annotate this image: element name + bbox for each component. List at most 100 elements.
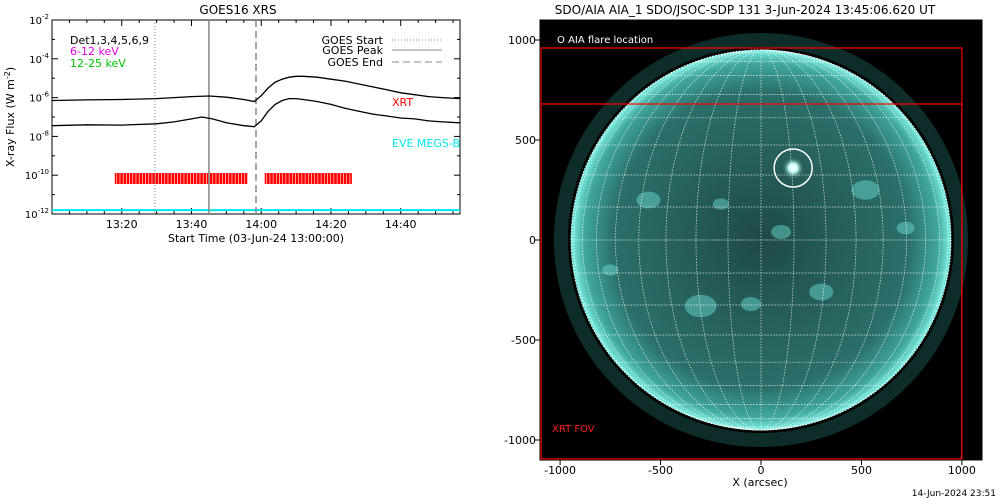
aia-active-region-1 [851,180,880,200]
goes-series-point-1-16 [295,97,297,100]
goes-y-axis-label-close: ) [4,67,17,71]
goes-series-point-0-19 [358,83,360,85]
aia-y-tick-label-3: 500 [515,134,536,147]
aia-grid-longitude-line [596,49,762,431]
aia-image-layer [540,32,969,460]
goes-series-point-1-9 [243,125,245,127]
goes-series-point-0-17 [330,78,332,80]
goes-series-point-0-1 [86,99,88,101]
goes-series-point-0-15 [302,75,304,77]
goes-series-point-0-10 [267,87,269,89]
goes-series-point-0-20 [372,86,374,88]
aia-axes: -1000 -500 0 500 1000 -1000 -500 0 500 1000 [504,34,976,477]
goes-y-tick-label-0: 10-2 [29,13,49,27]
goes-series-point-1-27 [441,121,444,123]
aia-active-region-3 [740,297,761,311]
goes-y-tick-label-sup-3: -8 [42,129,49,137]
goes-y-tick-label-2: 10-6 [29,91,49,105]
goes-y-tick-label-1: 10-4 [29,52,49,66]
aia-active-region-7 [771,225,792,239]
goes-series-point-1-3 [156,123,158,125]
goes-series-point-0-18 [344,80,346,82]
aia-active-region-8 [712,198,729,210]
aia-flare-location-marker [773,148,813,188]
goes-series-point-1-2 [121,124,123,126]
goes-series-point-0-9 [260,95,262,97]
aia-active-region-5 [896,221,915,235]
goes-series-point-1-4 [173,121,175,123]
goes-y-axis-label-sup: -2 [3,71,12,79]
goes-legend-end: GOES End [327,56,383,69]
aia-grid-longitude-line [760,49,795,431]
goes-series-point-1-19 [330,103,332,105]
goes-y-tick-label-base-5: 10 [25,210,38,221]
goes-series-point-1-20 [344,107,346,109]
goes-series-point-0-6 [225,96,227,98]
goes-y-tick-label-4: 10-10 [25,168,49,182]
goes-series-point-1-12 [267,110,269,112]
goes-series-point-1-1 [86,124,88,126]
footer-timestamp: 14-Jun-2024 23:51 [912,489,996,499]
goes-plot-title: GOES16 XRS [199,3,276,17]
goes-y-axis-label-main: X-ray Flux (W m [4,79,17,167]
goes-series-point-0-8 [253,100,255,103]
goes-y-tick-label-3: 10-8 [29,129,49,143]
goes-series-point-1-24 [400,117,402,119]
aia-grid-longitude-line [760,49,926,431]
goes-y-tick-label-base-4: 10 [25,171,38,182]
aia-grid-longitude-line [760,49,940,431]
aia-corona-glow [553,32,969,448]
goes-x-tick-label-2: 14:00 [245,218,277,231]
aia-flare-legend-text: AIA flare location [568,35,653,46]
aia-fov-label: XRT FOV [552,424,595,435]
aia-y-tick-label-0: -1000 [504,434,536,447]
goes-series-point-0-2 [121,98,123,101]
goes-series-point-0-22 [400,92,402,94]
goes-series-point-1-15 [288,97,290,100]
goes-x-tick-label-1: 13:40 [176,218,208,231]
goes-series-point-1-26 [428,120,430,122]
aia-heliographic-grid [570,49,952,431]
goes-series-point-0-3 [156,97,158,100]
goes-series-point-1-13 [274,103,276,105]
goes-series-point-0-24 [428,96,430,98]
goes-series-point-0-16 [316,76,318,78]
goes-series-point-1-6 [201,116,203,118]
goes-series-point-0-5 [208,95,210,97]
aia-flare-brightening [782,157,805,179]
goes-y-tick-label-sup-1: -4 [42,52,50,60]
goes-series-point-0-25 [441,97,444,99]
goes-legend-peak: GOES Peak [322,44,383,57]
aia-grid-longitude-line [573,49,762,431]
aia-y-tick-label-2: 0 [529,234,536,247]
aia-flare-legend-label: O AIA flare location [557,35,653,46]
aia-active-region-2 [684,294,717,318]
aia-image-title: SDO/AIA AIA_1 SDO/JSOC-SDP 131 3-Jun-202… [555,3,936,17]
goes-series-point-1-18 [316,100,318,103]
goes-eve-label: EVE MEGS-B [392,137,460,150]
aia-flare-legend-symbol: O [557,35,568,46]
goes-series-point-1-10 [253,126,255,128]
goes-series-point-1-17 [302,98,304,101]
aia-grid-longitude-line [760,49,907,431]
goes-x-tick-label-4: 14:40 [385,218,417,231]
aia-active-region-6 [602,264,619,276]
goes-y-tick-label-sup-5: -12 [38,207,49,215]
goes-series-point-1-11 [260,120,262,122]
aia-active-region-0 [636,191,661,209]
aia-x-tick-label-2: 0 [758,464,765,477]
goes-series-point-1-8 [225,122,227,124]
aia-grid-longitude-line [582,49,762,431]
aia-limb-outline [570,49,952,431]
aia-x-tick-label-1: -500 [648,464,673,477]
goes-series-point-0-26 [459,97,461,100]
aia-grid-longitude-line [760,49,857,431]
goes-y-tick-label-sup-2: -6 [42,91,50,99]
goes-series-point-0-23 [414,94,416,96]
goes-series-point-0-11 [274,81,276,83]
goes-band-high-label: 12-25 keV [70,57,126,70]
goes-series-point-1-21 [358,110,360,112]
